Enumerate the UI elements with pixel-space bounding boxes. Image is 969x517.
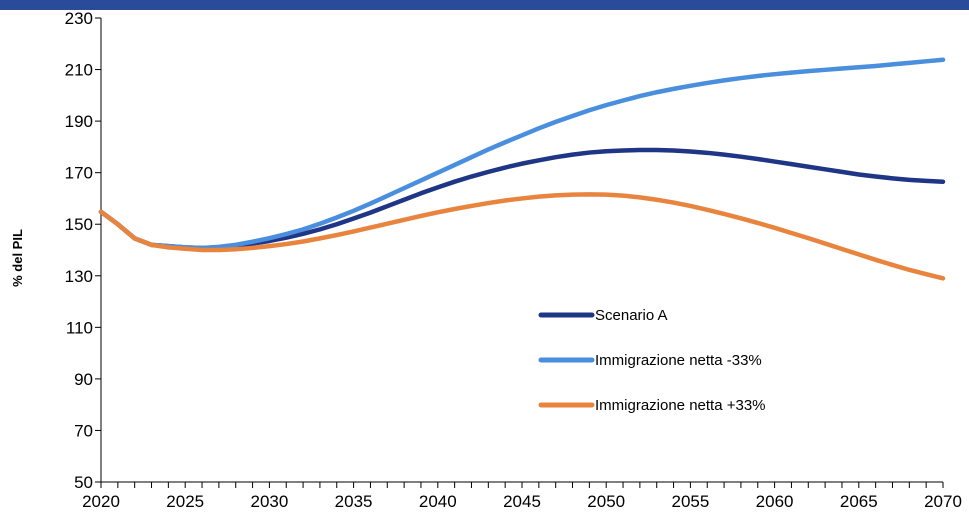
x-tick-label: 2055 [671, 492, 709, 511]
y-tick-label: 170 [65, 164, 93, 183]
y-tick-label: 150 [65, 215, 93, 234]
axis-tick-labels: 50 70 90 110 130 150 170 190 210 230 2020 2025 2030 2… [65, 9, 962, 511]
y-tick-label: 230 [65, 9, 93, 28]
y-tick-label: 210 [65, 61, 93, 80]
legend: Scenario A Immigrazione netta -33% Immigra… [538, 307, 766, 414]
series-line-2 [98, 57, 946, 251]
x-tick-label: 2040 [419, 492, 457, 511]
series-lines [98, 57, 946, 281]
x-tick-label: 2070 [924, 492, 962, 511]
y-axis-label: % del PIL [10, 229, 25, 287]
x-tick-label: 2025 [166, 492, 204, 511]
y-tick-label: 90 [74, 370, 93, 389]
y-tick-label: 110 [66, 318, 93, 337]
axis-ticks [95, 17, 944, 488]
legend-label-3: Immigrazione netta +33% [595, 397, 766, 414]
x-tick-label: 2050 [587, 492, 625, 511]
series-line-3 [98, 192, 946, 281]
x-tick-label: 2060 [756, 492, 794, 511]
legend-label-2: Immigrazione netta -33% [595, 352, 762, 369]
y-tick-label: 130 [65, 267, 93, 286]
y-axis-label-text: % del PIL [10, 229, 25, 287]
header-band [0, 0, 969, 10]
x-tick-label: 2020 [82, 492, 120, 511]
x-tick-label: 2045 [503, 492, 541, 511]
y-tick-label: 190 [65, 112, 93, 131]
x-tick-label: 2030 [250, 492, 288, 511]
y-tick-label: 70 [74, 421, 93, 440]
x-tick-label: 2035 [335, 492, 373, 511]
legend-label-1: Scenario A [595, 307, 668, 324]
x-tick-label: 2065 [840, 492, 878, 511]
y-tick-label: 50 [74, 473, 93, 492]
